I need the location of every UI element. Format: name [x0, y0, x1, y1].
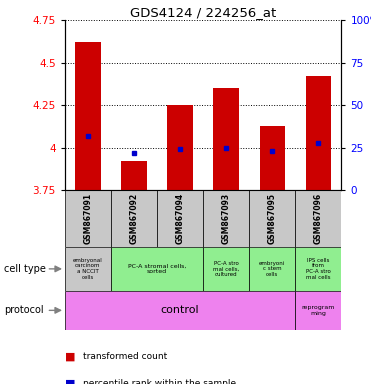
- Bar: [295, 190, 341, 247]
- Text: GSM867092: GSM867092: [129, 193, 138, 244]
- Text: GSM867096: GSM867096: [314, 193, 323, 244]
- Text: reprogram
ming: reprogram ming: [302, 305, 335, 316]
- Bar: [295, 247, 341, 291]
- Bar: [249, 190, 295, 247]
- Text: cell type: cell type: [4, 264, 46, 274]
- Bar: [75, 42, 101, 190]
- Text: GSM867093: GSM867093: [221, 193, 231, 244]
- Text: GSM867095: GSM867095: [268, 193, 277, 244]
- Bar: [295, 291, 341, 330]
- Text: protocol: protocol: [4, 305, 43, 315]
- Bar: [167, 105, 193, 190]
- Bar: [260, 126, 285, 190]
- Bar: [306, 76, 331, 190]
- Bar: [249, 247, 295, 291]
- Bar: [65, 247, 111, 291]
- Text: control: control: [161, 305, 199, 315]
- Text: GSM867094: GSM867094: [175, 193, 185, 244]
- Text: embryonal
carcinom
a NCCIT
cells: embryonal carcinom a NCCIT cells: [73, 258, 103, 280]
- Text: ■: ■: [65, 352, 75, 362]
- Text: ■: ■: [65, 379, 75, 384]
- Text: GSM867091: GSM867091: [83, 193, 92, 244]
- Title: GDS4124 / 224256_at: GDS4124 / 224256_at: [130, 6, 276, 19]
- Bar: [157, 190, 203, 247]
- Bar: [65, 291, 295, 330]
- Text: PC-A stro
mal cells,
cultured: PC-A stro mal cells, cultured: [213, 261, 239, 277]
- Text: PC-A stromal cells,
sorted: PC-A stromal cells, sorted: [128, 263, 186, 274]
- Bar: [121, 161, 147, 190]
- Text: IPS cells
from
PC-A stro
mal cells: IPS cells from PC-A stro mal cells: [306, 258, 331, 280]
- Bar: [213, 88, 239, 190]
- Text: percentile rank within the sample: percentile rank within the sample: [83, 379, 237, 384]
- Bar: [203, 247, 249, 291]
- Bar: [111, 247, 203, 291]
- Text: transformed count: transformed count: [83, 353, 168, 361]
- Text: embryoni
c stem
cells: embryoni c stem cells: [259, 261, 285, 277]
- Bar: [65, 190, 111, 247]
- Bar: [111, 190, 157, 247]
- Bar: [203, 190, 249, 247]
